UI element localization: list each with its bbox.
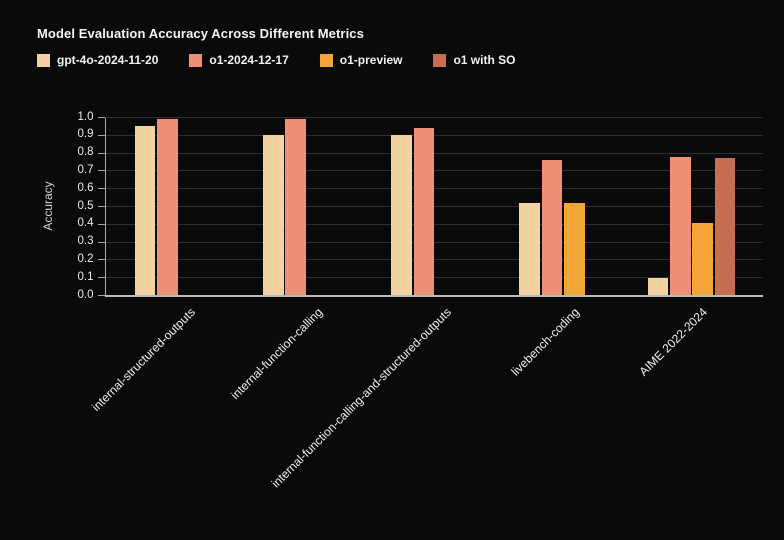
y-tick-mark (97, 188, 105, 190)
legend-label: o1-2024-12-17 (209, 53, 289, 67)
bar-o1-2024-12-17 (157, 119, 178, 296)
legend-item-o1-with-so[interactable]: o1 with SO (433, 53, 515, 67)
y-tick-label: 0.4 (77, 217, 94, 230)
y-tick-mark (97, 223, 105, 225)
bar-o1-2024-12-17 (541, 160, 563, 296)
legend-swatch-icon (37, 53, 50, 67)
y-tick-mark (97, 117, 105, 118)
legend-label: o1-preview (339, 53, 403, 67)
chart-legend: gpt-4o-2024-11-20 o1-2024-12-17 o1-preview… (37, 53, 515, 67)
legend-item-o1-preview[interactable]: o1-preview (319, 53, 403, 67)
y-tick-label: 0.5 (77, 199, 94, 212)
bar-o1-2024-12-17 (669, 156, 691, 296)
x-tick-label: livebench-coding (508, 305, 583, 379)
legend-item-o1-2024-12-17[interactable]: o1-2024-12-17 (189, 53, 289, 67)
y-tick-label: 0.0 (77, 288, 94, 301)
bar-o1-preview (564, 202, 585, 296)
x-tick-label: internal-function-calling (228, 305, 326, 403)
bar-gpt-4o-2024-11-20 (263, 135, 284, 296)
y-tick-mark (97, 152, 105, 154)
y-tick-mark (97, 206, 105, 207)
y-tick-mark (97, 134, 105, 136)
y-tick-label: 0.8 (77, 146, 94, 159)
x-axis-line (104, 294, 763, 297)
y-tick-label: 0.1 (77, 270, 94, 283)
x-tick-label: AIME 2022-2024 (636, 305, 711, 379)
y-tick-label: 0.7 (77, 163, 94, 176)
bar-o1-2024-12-17 (285, 119, 306, 296)
x-tick-label: internal-structured-outputs (88, 305, 198, 414)
bar-o1-2024-12-17 (413, 128, 435, 296)
bar-o1-with-so (714, 158, 736, 296)
bar-gpt-4o-2024-11-20 (134, 126, 156, 296)
legend-item-gpt-4o-2024-11-20[interactable]: gpt-4o-2024-11-20 (37, 53, 158, 67)
y-tick-label: 0.6 (77, 181, 94, 194)
legend-label: o1 with SO (453, 53, 516, 67)
chart-title: Model Evaluation Accuracy Across Differe… (37, 26, 364, 41)
legend-swatch-icon (319, 53, 333, 67)
y-gridline (104, 117, 763, 118)
legend-swatch-icon (189, 53, 203, 67)
y-tick-mark (97, 295, 105, 296)
y-tick-label: 1.0 (77, 110, 94, 123)
y-tick-label: 0.2 (77, 252, 94, 265)
bar-gpt-4o-2024-11-20 (519, 202, 541, 296)
y-tick-label: 0.3 (77, 235, 94, 248)
y-tick-mark (97, 259, 105, 261)
bar-o1-preview (692, 222, 713, 296)
y-tick-mark (97, 241, 105, 243)
bar-gpt-4o-2024-11-20 (391, 135, 412, 296)
bar-gpt-4o-2024-11-20 (647, 277, 669, 296)
legend-swatch-icon (433, 53, 447, 67)
legend-label: gpt-4o-2024-11-20 (57, 53, 159, 67)
y-axis-line (104, 117, 106, 296)
y-tick-mark (97, 277, 105, 279)
y-tick-label: 0.9 (77, 128, 94, 141)
y-tick-mark (97, 170, 105, 172)
